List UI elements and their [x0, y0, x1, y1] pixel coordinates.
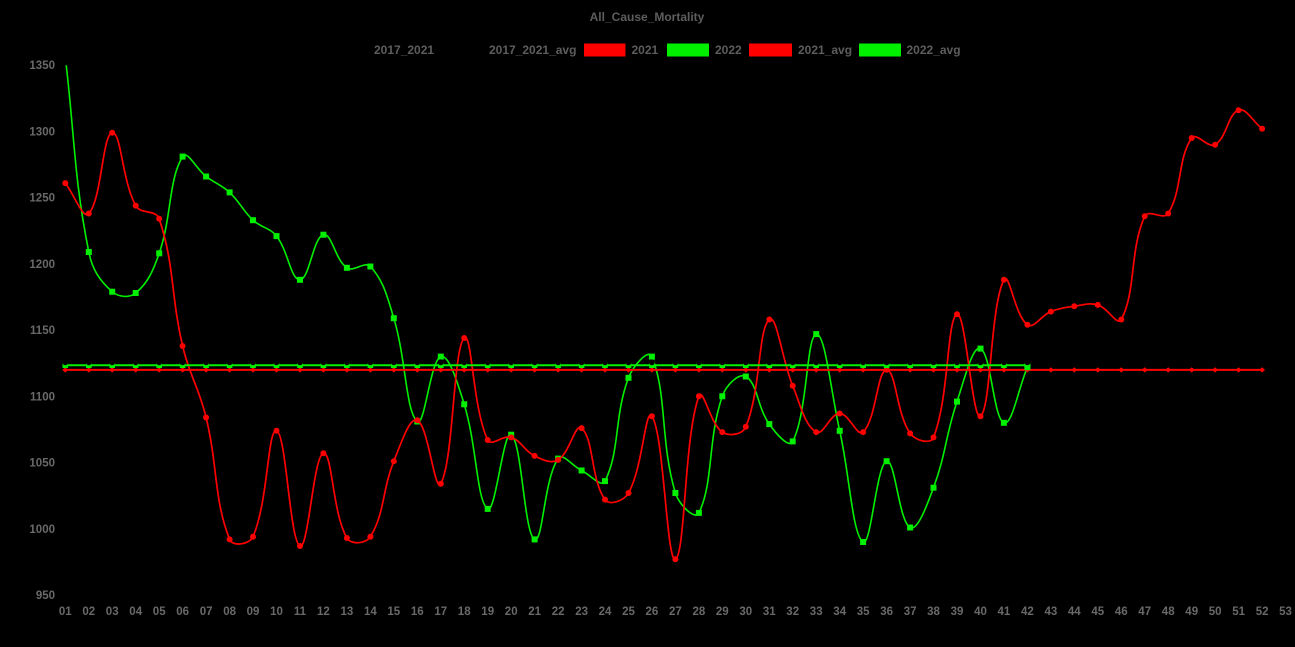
- svg-text:03: 03: [106, 606, 119, 618]
- svg-text:46: 46: [1115, 606, 1128, 618]
- svg-text:1200: 1200: [29, 259, 55, 271]
- svg-text:45: 45: [1091, 606, 1104, 618]
- svg-text:51: 51: [1232, 606, 1245, 618]
- svg-text:24: 24: [599, 606, 612, 618]
- svg-text:09: 09: [247, 606, 260, 618]
- svg-text:36: 36: [880, 606, 893, 618]
- svg-text:19: 19: [481, 606, 494, 618]
- svg-text:07: 07: [200, 606, 213, 618]
- svg-text:05: 05: [153, 606, 166, 618]
- svg-text:1250: 1250: [29, 193, 55, 205]
- svg-text:17: 17: [434, 606, 447, 618]
- svg-text:31: 31: [763, 606, 776, 618]
- svg-text:16: 16: [411, 606, 424, 618]
- svg-text:All_Cause_Mortality: All_Cause_Mortality: [590, 10, 705, 24]
- svg-text:23: 23: [575, 606, 588, 618]
- svg-text:2022: 2022: [715, 43, 742, 57]
- svg-text:1050: 1050: [29, 458, 55, 470]
- svg-text:2017_2021_avg: 2017_2021_avg: [489, 43, 576, 57]
- svg-text:20: 20: [505, 606, 518, 618]
- svg-text:11: 11: [294, 606, 307, 618]
- svg-text:2017_2021: 2017_2021: [374, 43, 434, 57]
- svg-text:43: 43: [1045, 606, 1058, 618]
- svg-text:44: 44: [1068, 606, 1081, 618]
- svg-text:22: 22: [552, 606, 565, 618]
- svg-text:1150: 1150: [30, 325, 55, 337]
- svg-text:30: 30: [739, 606, 752, 618]
- svg-text:02: 02: [82, 606, 95, 618]
- svg-text:13: 13: [341, 606, 354, 618]
- svg-text:38: 38: [927, 606, 940, 618]
- svg-text:37: 37: [904, 606, 917, 618]
- svg-text:35: 35: [857, 606, 870, 618]
- svg-text:42: 42: [1021, 606, 1034, 618]
- svg-text:32: 32: [786, 606, 799, 618]
- svg-text:34: 34: [833, 606, 846, 618]
- svg-text:41: 41: [998, 606, 1011, 618]
- svg-text:52: 52: [1256, 606, 1269, 618]
- svg-text:06: 06: [176, 606, 189, 618]
- svg-text:15: 15: [387, 606, 400, 618]
- svg-text:53: 53: [1279, 606, 1292, 618]
- svg-text:25: 25: [622, 606, 635, 618]
- svg-text:48: 48: [1162, 606, 1175, 618]
- svg-text:27: 27: [669, 606, 682, 618]
- svg-text:1300: 1300: [29, 126, 55, 138]
- svg-text:49: 49: [1185, 606, 1198, 618]
- svg-text:08: 08: [223, 606, 236, 618]
- svg-text:1100: 1100: [30, 391, 55, 403]
- svg-text:14: 14: [364, 606, 377, 618]
- svg-text:1000: 1000: [29, 524, 55, 536]
- svg-text:47: 47: [1138, 606, 1151, 618]
- svg-text:04: 04: [129, 606, 142, 618]
- svg-text:26: 26: [646, 606, 659, 618]
- svg-text:12: 12: [317, 606, 330, 618]
- svg-text:39: 39: [951, 606, 964, 618]
- svg-text:18: 18: [458, 606, 471, 618]
- svg-text:29: 29: [716, 606, 729, 618]
- svg-text:50: 50: [1209, 606, 1222, 618]
- svg-text:21: 21: [528, 606, 541, 618]
- svg-text:40: 40: [974, 606, 987, 618]
- svg-text:2021: 2021: [632, 43, 659, 57]
- svg-text:28: 28: [693, 606, 706, 618]
- svg-text:33: 33: [810, 606, 823, 618]
- svg-text:01: 01: [59, 606, 72, 618]
- svg-text:10: 10: [270, 606, 283, 618]
- svg-text:2021_avg: 2021_avg: [798, 43, 852, 57]
- svg-text:1350: 1350: [29, 60, 55, 72]
- svg-text:950: 950: [36, 590, 55, 602]
- svg-text:2022_avg: 2022_avg: [907, 43, 961, 57]
